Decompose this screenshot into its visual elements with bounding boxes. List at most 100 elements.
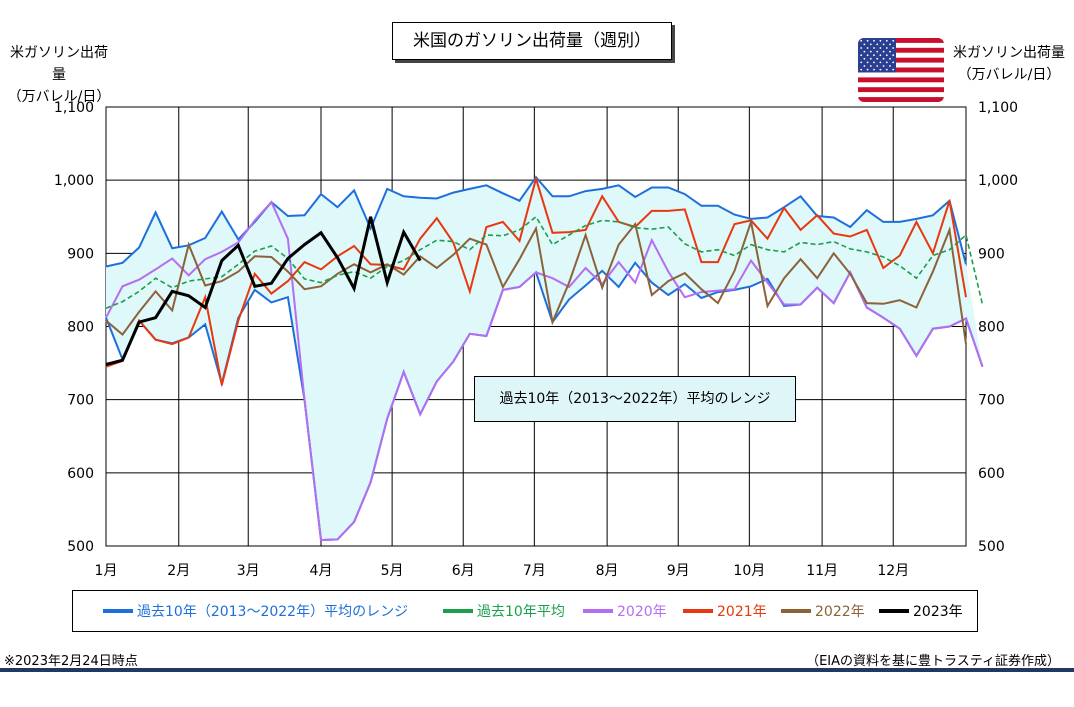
- legend-swatch-2021: [683, 609, 713, 613]
- flag-star: [869, 50, 872, 53]
- flag-star: [885, 61, 888, 64]
- flag-star: [876, 50, 879, 53]
- flag-star: [866, 54, 869, 57]
- y-tick-right-1000: 1,000: [978, 173, 1018, 189]
- flag-star: [882, 65, 885, 67]
- bottom-rule: [0, 668, 1074, 672]
- y-tick-right-500: 500: [978, 539, 1005, 555]
- y-axis-right-label-line2: （万バレル/日）: [957, 67, 1061, 83]
- legend-label-range: 過去10年（2013～2022年）平均のレンジ: [137, 604, 409, 620]
- flag-star: [879, 54, 882, 57]
- flag-star: [889, 57, 891, 60]
- x-tick-month-8: 8月: [596, 563, 619, 579]
- flag-star: [873, 47, 875, 49]
- x-axis: 1月 2月 3月 4月 5月 6月 7月 8月 9月 10月 11月 12月: [95, 563, 910, 579]
- flag-star: [892, 68, 895, 71]
- flag-star: [879, 47, 882, 49]
- flag-star: [869, 57, 872, 60]
- flag-star: [876, 57, 879, 60]
- flag-star: [863, 57, 866, 60]
- flag-star: [866, 68, 869, 71]
- legend-swatch-2023: [879, 609, 909, 613]
- flag-star: [892, 61, 895, 64]
- y-tick-left-1000: 1,000: [54, 173, 94, 189]
- flag-star: [889, 43, 891, 46]
- legend-item-2022: 2022年: [781, 591, 865, 631]
- range-annotation: 過去10年（2013～2022年）平均のレンジ: [474, 376, 796, 422]
- y-tick-left-800: 800: [67, 320, 94, 336]
- x-tick-month-11: 11月: [806, 563, 838, 579]
- y-tick-left-600: 600: [67, 466, 94, 482]
- y-axis-left-label: 米ガソリン出荷量 （万バレル/日）: [4, 42, 114, 108]
- y-tick-right-1100: 1,100: [978, 100, 1018, 116]
- legend: 過去10年（2013～2022年）平均のレンジ 過去10年平均 2020年 20…: [72, 590, 978, 632]
- x-tick-month-7: 7月: [523, 563, 546, 579]
- flag-star: [882, 43, 885, 46]
- y-axis-right: 500 600 700 800 900 1,000 1,100: [978, 100, 1018, 555]
- y-axis-left-label-line1: 米ガソリン出荷量: [10, 45, 108, 83]
- legend-item-2023: 2023年: [879, 591, 963, 631]
- legend-label-2020: 2020年: [617, 604, 667, 620]
- legend-item-2021: 2021年: [683, 591, 767, 631]
- series-line-average: [105, 215, 984, 309]
- flag-star: [866, 61, 869, 64]
- flag-star: [873, 54, 875, 57]
- flag-star: [876, 43, 879, 46]
- y-tick-left-1100: 1,100: [54, 100, 94, 116]
- x-tick-month-9: 9月: [667, 563, 690, 579]
- y-tick-right-900: 900: [978, 246, 1005, 262]
- legend-label-average: 過去10年平均: [477, 604, 565, 620]
- footnote-source: （EIAの資料を基に豊トラスティ証券作成）: [806, 654, 1060, 669]
- flag-star: [876, 65, 879, 67]
- flag-star: [882, 57, 885, 60]
- flag-star: [892, 47, 895, 49]
- flag-star: [892, 39, 895, 42]
- flag-star: [860, 54, 863, 57]
- flag-star: [873, 39, 875, 42]
- y-tick-right-600: 600: [978, 466, 1005, 482]
- flag-star: [879, 39, 882, 42]
- flag-star: [869, 65, 872, 67]
- y-tick-right-800: 800: [978, 320, 1005, 336]
- x-tick-month-5: 5月: [381, 563, 404, 579]
- range-fill-area: [106, 177, 983, 541]
- legend-item-average: 過去10年平均: [443, 591, 565, 631]
- footnote-date: ※2023年2月24日時点: [4, 654, 138, 669]
- flag-star: [863, 65, 866, 67]
- y-axis-right-label-line1: 米ガソリン出荷量: [953, 45, 1065, 61]
- flag-star: [879, 61, 882, 64]
- chart-title: 米国のガソリン出荷量（週別）: [392, 22, 672, 60]
- flag-star: [860, 61, 863, 64]
- flag-star: [863, 50, 866, 53]
- flag-star: [866, 47, 869, 49]
- y-tick-left-700: 700: [67, 393, 94, 409]
- flag-star: [892, 54, 895, 57]
- legend-swatch-range: [103, 609, 133, 613]
- flag-star: [885, 68, 888, 71]
- series-line-2022: [105, 218, 967, 345]
- us-flag-icon: [858, 38, 944, 102]
- x-tick-month-6: 6月: [452, 563, 475, 579]
- flag-star: [869, 43, 872, 46]
- flag-star: [860, 39, 863, 42]
- legend-swatch-average: [443, 609, 473, 613]
- flag-star: [889, 50, 891, 53]
- legend-label-2022: 2022年: [815, 604, 865, 620]
- y-axis-left: 500 600 700 800 900 1,000 1,100: [54, 100, 94, 555]
- x-tick-month-2: 2月: [167, 563, 190, 579]
- legend-label-2023: 2023年: [913, 604, 963, 620]
- series-line-2023: [105, 216, 422, 366]
- x-tick-month-4: 4月: [310, 563, 333, 579]
- legend-label-2021: 2021年: [717, 604, 767, 620]
- flag-star: [873, 68, 875, 71]
- x-tick-month-12: 12月: [877, 563, 909, 579]
- flag-star: [879, 68, 882, 71]
- y-axis-right-label: 米ガソリン出荷量 （万バレル/日）: [950, 42, 1068, 86]
- legend-swatch-2022: [781, 609, 811, 613]
- flag-star: [889, 65, 891, 67]
- flag-star: [873, 61, 875, 64]
- legend-swatch-2020: [583, 609, 613, 613]
- flag-star: [860, 68, 863, 71]
- flag-star: [863, 43, 866, 46]
- flag-star: [860, 47, 863, 49]
